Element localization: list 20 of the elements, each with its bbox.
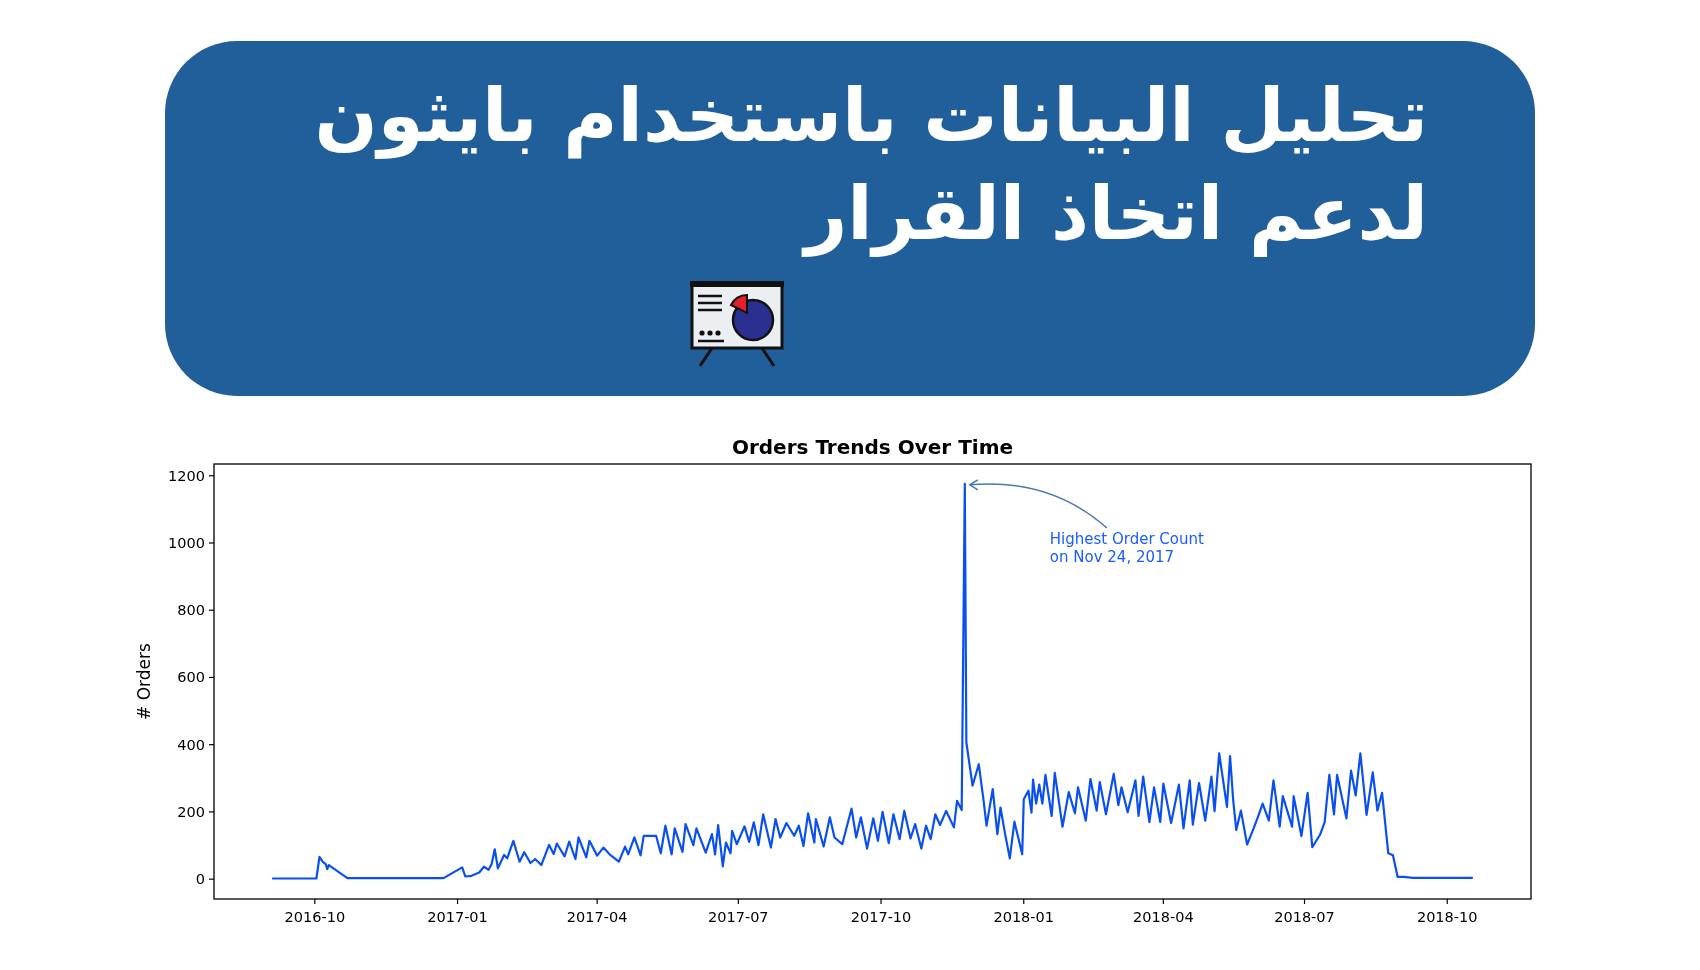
y-tick-label: 600 [177, 669, 205, 686]
y-tick-label: 200 [177, 803, 205, 820]
x-tick-label: 2018-07 [1274, 909, 1335, 925]
x-tick-label: 2018-04 [1133, 909, 1194, 925]
x-tick-label: 2017-07 [708, 909, 769, 925]
y-tick-label: 1000 [168, 535, 205, 551]
y-tick-label: 400 [177, 736, 205, 753]
annotation: Highest Order Count on Nov 24, 2017 [1049, 529, 1205, 567]
x-tick-label: 2017-10 [850, 909, 912, 925]
y-tick-label: 0 [195, 871, 205, 888]
y-axis-title: # Orders [134, 642, 154, 720]
x-tick-label: 2017-01 [427, 909, 488, 925]
chart-subtitle: Orders Trends Over Time [731, 435, 1014, 459]
x-tick-label: 2018-01 [993, 909, 1055, 925]
y-tick-label: 1200 [168, 467, 205, 484]
title: تحليل البيانات باستخدام بايثون لدعم اتخاذ القرار [313, 71, 1428, 259]
y-tick-label: 800 [177, 602, 205, 619]
x-tick-label: 2016-10 [284, 909, 346, 925]
x-tick-label: 2017-04 [566, 909, 628, 925]
x-tick-label: 2018-10 [1416, 909, 1478, 925]
